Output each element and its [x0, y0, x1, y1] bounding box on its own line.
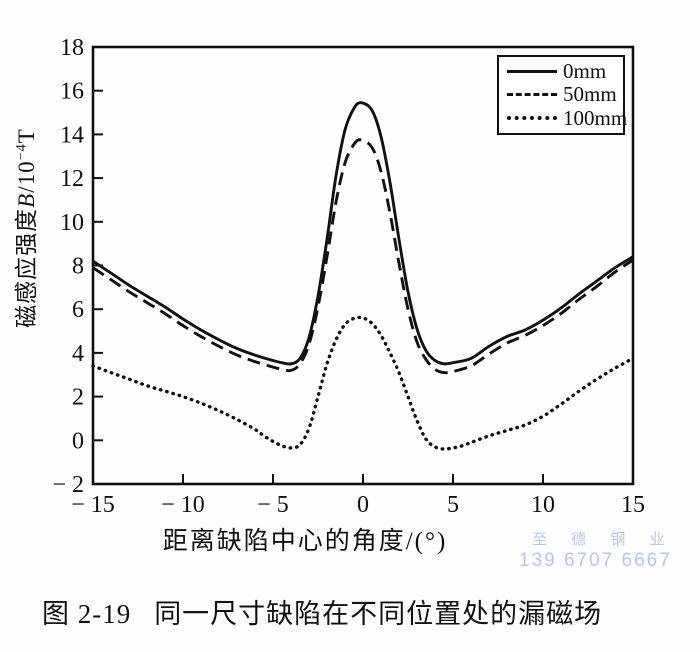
- figure-caption-text: 同一尺寸缺陷在不同位置处的漏磁场: [154, 599, 603, 629]
- legend-label: 50mm: [563, 82, 617, 107]
- legend-label: 100mm: [563, 105, 628, 130]
- dotted-line-sample: [507, 116, 557, 121]
- y-tick-label: 16: [60, 79, 84, 105]
- figure-caption-number: 图 2-19: [42, 599, 132, 629]
- y-tick-label: 12: [60, 166, 84, 192]
- y-tick-label: 8: [72, 254, 84, 280]
- y-tick-label: 2: [72, 385, 84, 411]
- plot-frame: [91, 45, 635, 486]
- y-axis-title-unit: /10: [14, 160, 39, 193]
- y-axis-title-prefix: 磁感应强度: [14, 207, 39, 328]
- x-tick-label: 15: [621, 492, 645, 518]
- solid-line-sample: [507, 70, 557, 74]
- watermark-phone: 139 6707 6667: [519, 550, 672, 571]
- dashed-line-sample: [507, 93, 557, 97]
- y-tick-label: − 2: [52, 472, 84, 498]
- legend-item-50mm: 50mm: [507, 83, 617, 106]
- watermark-brand: 至 德 钢 业: [532, 531, 675, 548]
- series-line-50mm: [92, 138, 634, 375]
- legend: 0mm 50mm 100mm: [497, 55, 627, 135]
- y-tick-label: 6: [72, 297, 84, 323]
- x-tick-label: 10: [531, 492, 555, 518]
- y-axis-title-variable: B: [14, 192, 39, 208]
- figure-caption: 图 2-19 同一尺寸缺陷在不同位置处的漏磁场: [42, 592, 602, 631]
- y-tick-label: 10: [60, 210, 84, 236]
- x-tick-label: − 5: [257, 492, 289, 518]
- x-tick-label: 5: [447, 492, 459, 518]
- series-line-0mm: [92, 101, 634, 366]
- x-axis-title: 距离缺陷中心的角度/(°): [162, 528, 448, 555]
- legend-label: 0mm: [563, 59, 607, 84]
- x-tick-label: 0: [357, 492, 369, 518]
- series-line-100mm: [91, 315, 635, 451]
- y-axis-title: 磁感应强度B/10−4T: [7, 128, 41, 328]
- y-tick-label: 14: [60, 122, 84, 148]
- x-tick-label: − 15: [71, 492, 115, 518]
- y-axis-title-unit-suffix: T: [14, 128, 39, 144]
- x-tick-label: − 10: [161, 492, 205, 518]
- y-tick-label: 4: [72, 341, 84, 367]
- legend-item-0mm: 0mm: [507, 60, 617, 83]
- legend-item-100mm: 100mm: [507, 107, 627, 130]
- y-axis-title-exponent: −4: [13, 143, 30, 161]
- y-tick-label: 0: [72, 428, 84, 454]
- y-tick-label: 18: [60, 35, 84, 61]
